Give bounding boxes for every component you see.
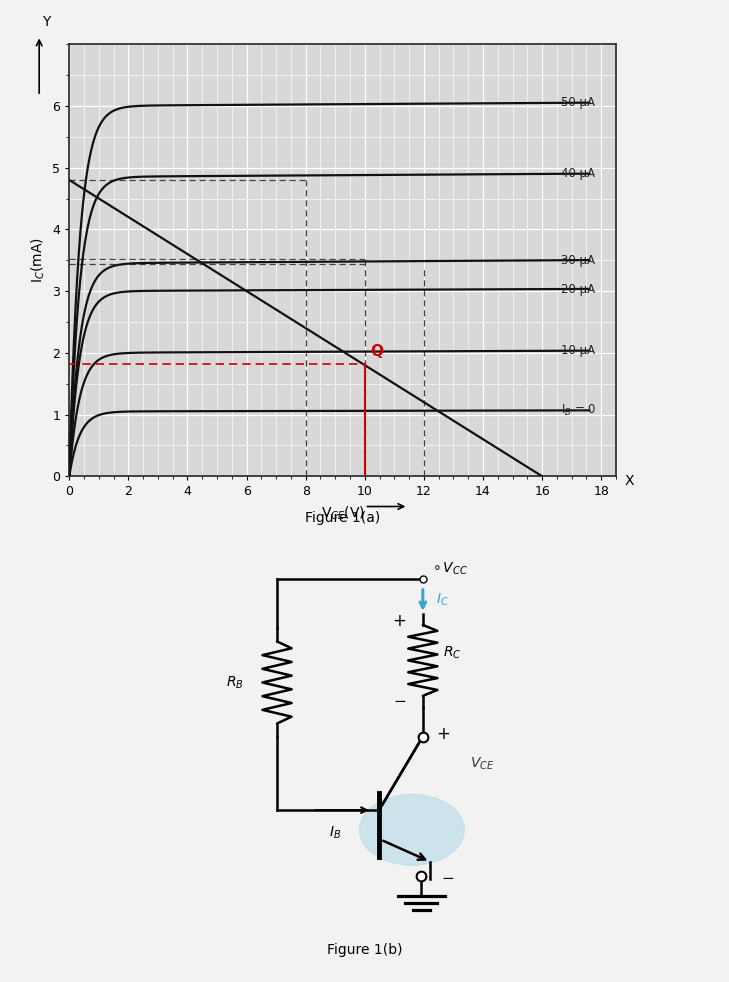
Text: X: X [624, 473, 634, 488]
Text: 40 μA: 40 μA [561, 167, 596, 181]
Circle shape [359, 794, 464, 865]
Text: $I_B$: $I_B$ [330, 825, 341, 842]
Text: V$_{CE}$(V): V$_{CE}$(V) [321, 505, 364, 521]
Text: +: + [436, 725, 450, 743]
Text: Q: Q [370, 344, 383, 359]
Text: $-$: $-$ [441, 869, 454, 884]
Text: $I_C$: $I_C$ [436, 592, 449, 609]
Text: $R_B$: $R_B$ [227, 675, 244, 690]
Text: Y: Y [42, 15, 50, 29]
Text: +: + [392, 612, 407, 630]
Text: 50 μA: 50 μA [561, 96, 596, 109]
Text: 30 μA: 30 μA [561, 253, 596, 267]
Text: Figure 1(a): Figure 1(a) [305, 511, 381, 524]
Text: $-$: $-$ [393, 692, 406, 707]
Y-axis label: I$_C$(mA): I$_C$(mA) [29, 238, 47, 283]
Text: 10 μA: 10 μA [561, 345, 596, 357]
Text: $V_{CE}$: $V_{CE}$ [470, 755, 494, 772]
Text: $R_C$: $R_C$ [443, 645, 461, 661]
Text: $\circ\,V_{CC}$: $\circ\,V_{CC}$ [432, 561, 467, 577]
Text: 20 μA: 20 μA [561, 283, 596, 296]
Text: Figure 1(b): Figure 1(b) [327, 944, 402, 957]
Text: I$_B$ = 0: I$_B$ = 0 [561, 403, 597, 418]
